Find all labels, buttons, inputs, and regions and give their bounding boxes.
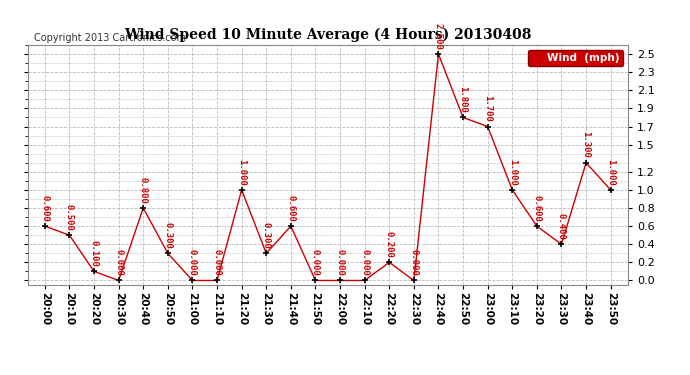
Text: 0.600: 0.600 xyxy=(286,195,295,222)
Text: 1.700: 1.700 xyxy=(483,95,492,122)
Text: 0.600: 0.600 xyxy=(533,195,542,222)
Text: 0.400: 0.400 xyxy=(557,213,566,240)
Text: 0.300: 0.300 xyxy=(164,222,172,249)
Text: 1.000: 1.000 xyxy=(607,159,615,185)
Text: 2.500: 2.500 xyxy=(434,22,443,50)
Text: 0.600: 0.600 xyxy=(40,195,49,222)
Text: 0.000: 0.000 xyxy=(188,249,197,276)
Text: 0.100: 0.100 xyxy=(90,240,99,267)
Text: 0.000: 0.000 xyxy=(311,249,320,276)
Text: 1.000: 1.000 xyxy=(237,159,246,185)
Text: 0.800: 0.800 xyxy=(139,177,148,204)
Text: 0.000: 0.000 xyxy=(114,249,123,276)
Text: 1.300: 1.300 xyxy=(582,131,591,158)
Title: Wind Speed 10 Minute Average (4 Hours) 20130408: Wind Speed 10 Minute Average (4 Hours) 2… xyxy=(124,28,531,42)
Text: 0.000: 0.000 xyxy=(360,249,369,276)
Text: 0.000: 0.000 xyxy=(335,249,344,276)
Text: 0.300: 0.300 xyxy=(262,222,270,249)
Text: 0.000: 0.000 xyxy=(213,249,221,276)
Text: 0.200: 0.200 xyxy=(385,231,394,258)
Text: 0.000: 0.000 xyxy=(409,249,418,276)
Text: Copyright 2013 Cartronics.com: Copyright 2013 Cartronics.com xyxy=(34,33,186,43)
Text: 1.000: 1.000 xyxy=(508,159,517,185)
Legend: Wind  (mph): Wind (mph) xyxy=(529,50,622,66)
Text: 1.800: 1.800 xyxy=(459,86,468,113)
Text: 0.500: 0.500 xyxy=(65,204,74,231)
